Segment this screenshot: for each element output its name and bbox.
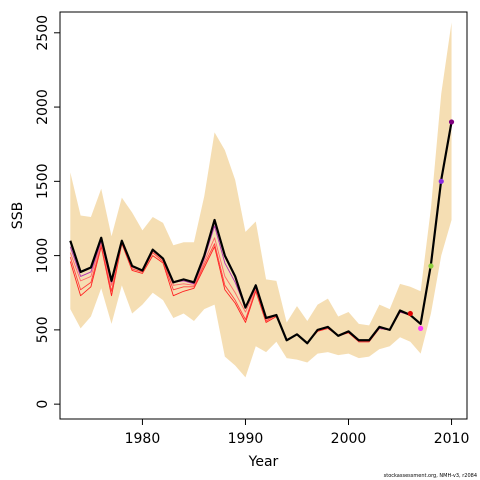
x-axis: 1980 1990 2000 2010 [125, 419, 470, 447]
y-tick-label: 0 [35, 400, 51, 409]
series-line-1 [69, 243, 411, 344]
y-axis: 0 500 1000 1500 2000 2500 [35, 15, 60, 409]
plot-frame [59, 11, 468, 420]
x-tick-label: 1990 [228, 431, 264, 447]
y-tick-label: 1500 [35, 164, 51, 200]
y-tick-label: 2000 [35, 89, 51, 125]
footer-note: stockassessment.org, NMH-v3, r2084 [384, 473, 477, 479]
confidence-band [70, 22, 452, 378]
y-tick-label: 1000 [35, 238, 51, 274]
end-point-2006 [407, 310, 413, 317]
x-tick-label: 2010 [434, 431, 470, 447]
confidence-band-layer [70, 22, 452, 378]
y-tick-label: 500 [35, 317, 51, 344]
x-axis-title: Year [248, 454, 279, 470]
x-tick-label: 2000 [331, 431, 367, 447]
series-layer [69, 121, 453, 345]
end-point-2009 [438, 178, 444, 184]
end-point-2010 [448, 119, 455, 125]
end-points-layer [407, 119, 455, 331]
x-tick-label: 1980 [125, 431, 161, 447]
series-line-5 [69, 121, 453, 345]
y-axis-title: SSB [10, 202, 26, 229]
y-tick-label: 2500 [35, 15, 51, 51]
end-point-2008 [428, 263, 434, 269]
end-point-2007 [418, 325, 424, 331]
